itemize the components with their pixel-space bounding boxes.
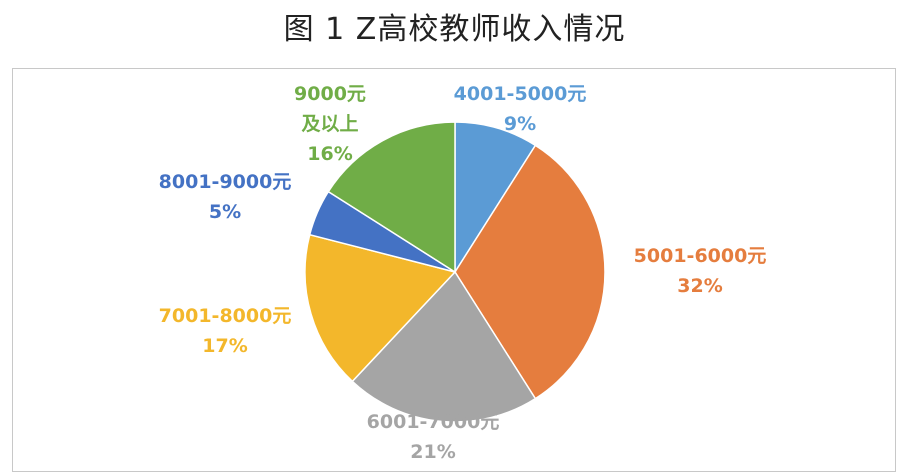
data-label: 6001-7000元 21%	[367, 411, 500, 463]
pie-slice	[454, 121, 537, 275]
pie-slice	[454, 144, 606, 400]
pie-slice	[304, 233, 457, 383]
pie-labels: 4001-5000元 9% 5001-6000元 32% 6001-7000元 21% 70…	[159, 83, 767, 463]
data-label: 4001-5000元 9%	[454, 83, 587, 135]
pie-slices	[304, 121, 606, 423]
pie-slice	[351, 270, 537, 423]
data-label: 5001-6000元 32%	[634, 245, 767, 297]
chart-title: 图 1 Z高校教师收入情况	[283, 12, 626, 47]
pie-slice	[327, 121, 456, 274]
data-label: 9000元及以上 16%	[294, 83, 366, 165]
data-label: 7001-8000元 17%	[159, 305, 292, 357]
data-label: 8001-9000元 5%	[159, 171, 292, 223]
